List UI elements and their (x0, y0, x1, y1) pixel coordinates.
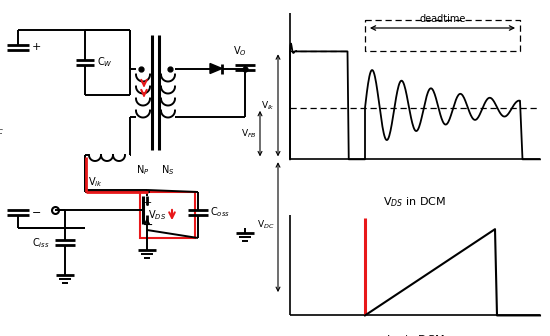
Text: V$_{DC}$: V$_{DC}$ (0, 123, 4, 137)
Text: V$_{DS}$ in DCM: V$_{DS}$ in DCM (383, 195, 447, 209)
Text: +: + (143, 198, 152, 208)
Text: V$_{lk}$: V$_{lk}$ (87, 175, 102, 189)
Text: V$_{lk}$: V$_{lk}$ (261, 99, 275, 112)
Text: −: − (143, 219, 153, 232)
Text: V$_{DS}$: V$_{DS}$ (148, 208, 166, 222)
Text: +: + (32, 42, 41, 52)
Text: −: − (32, 208, 41, 218)
Text: V$_{DC}$: V$_{DC}$ (257, 218, 275, 231)
Text: I$_{DS}$ in DCM: I$_{DS}$ in DCM (386, 333, 444, 336)
Text: C$_{oss}$: C$_{oss}$ (210, 205, 230, 219)
Text: C$_W$: C$_W$ (97, 55, 113, 69)
Bar (140, 192, 195, 238)
Text: N$_S$: N$_S$ (161, 163, 175, 177)
Polygon shape (210, 64, 222, 74)
Text: V$_O$: V$_O$ (233, 45, 247, 58)
Text: deadtime: deadtime (419, 14, 466, 24)
Text: N$_P$: N$_P$ (136, 163, 150, 177)
Text: C$_{iss}$: C$_{iss}$ (32, 236, 50, 250)
Text: V$_{FB}$: V$_{FB}$ (241, 127, 257, 140)
